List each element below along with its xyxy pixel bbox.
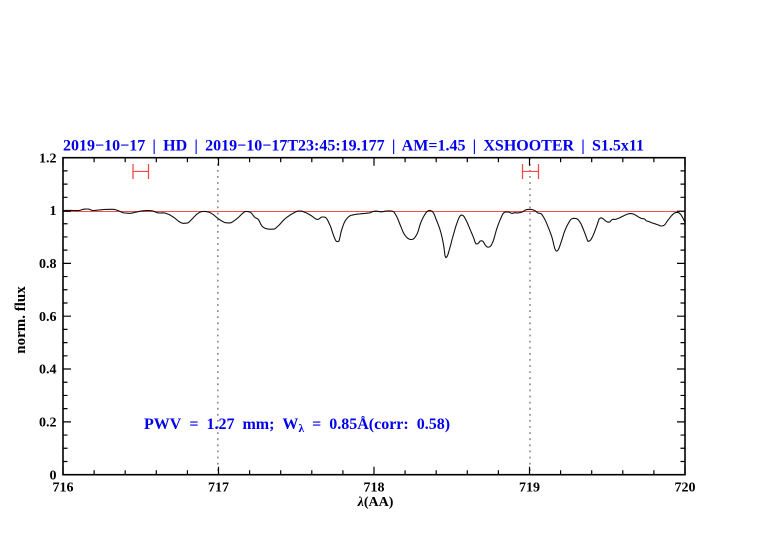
- svg-text:0.2: 0.2: [39, 416, 57, 431]
- svg-text:2019−10−17 | HD | 2019−10−17T2: 2019−10−17 | HD | 2019−10−17T23:45:19.17…: [63, 138, 644, 155]
- svg-text:0.6: 0.6: [39, 310, 57, 325]
- svg-text:1: 1: [50, 204, 57, 219]
- svg-text:0.8: 0.8: [39, 257, 57, 272]
- svg-text:PWV = 1.27 mm; Wλ = 0.85: PWV = 1.27 mm; Wλ = 0.85Å(corr: 0.58): [144, 415, 450, 435]
- svg-text:719: 719: [519, 480, 540, 495]
- svg-text:norm. flux: norm. flux: [13, 286, 29, 354]
- svg-text:0.4: 0.4: [39, 363, 57, 378]
- svg-text:1.2: 1.2: [39, 151, 57, 166]
- svg-text:0: 0: [50, 468, 57, 483]
- svg-text:716: 716: [53, 480, 74, 495]
- svg-text:717: 717: [208, 480, 229, 495]
- svg-text:λ(AA): λ(AA): [357, 495, 394, 510]
- svg-text:720: 720: [675, 480, 696, 495]
- svg-text:718: 718: [364, 480, 385, 495]
